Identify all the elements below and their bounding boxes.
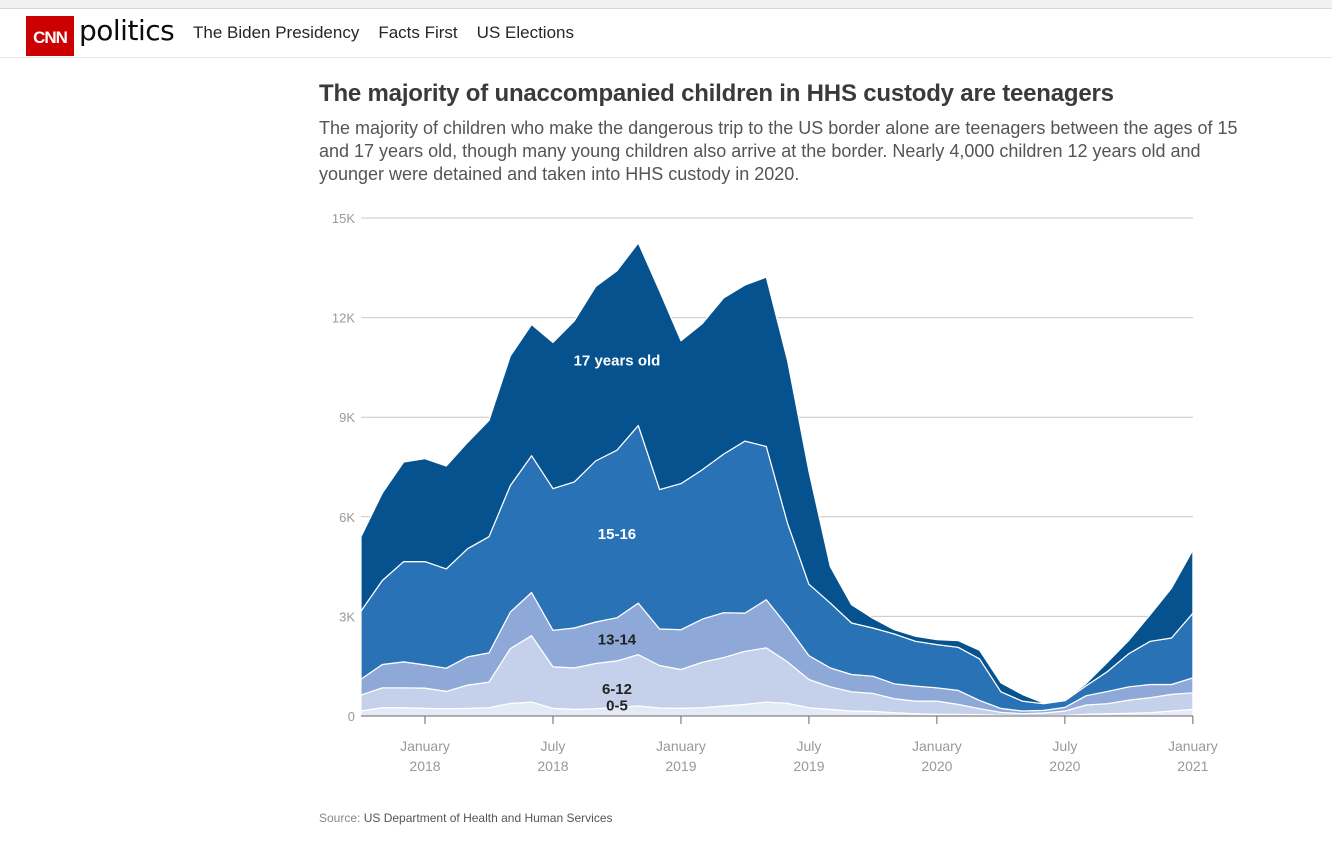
y-tick-label: 0 <box>348 709 355 724</box>
x-tick-label: January <box>656 738 706 754</box>
x-tick-label: 2021 <box>1177 758 1208 774</box>
chart-title: The majority of unaccompanied children i… <box>319 80 1114 107</box>
y-tick-label: 3K <box>339 609 355 624</box>
site-header: CNN politics The Biden Presidency Facts … <box>0 9 1332 58</box>
source-text: US Department of Health and Human Servic… <box>363 811 613 825</box>
series-label-0-5: 0-5 <box>606 697 628 714</box>
source-note: Source: US Department of Health and Huma… <box>319 811 613 825</box>
logo-text: CNN <box>33 28 68 47</box>
x-tick-label: January <box>912 738 962 754</box>
x-tick-label: 2018 <box>537 758 568 774</box>
series-label-6-12: 6-12 <box>602 681 632 698</box>
x-tick-label: 2019 <box>793 758 824 774</box>
y-tick-label: 15K <box>332 211 355 226</box>
source-label: Source: <box>319 811 361 825</box>
y-tick-label: 12K <box>332 311 355 326</box>
series-label-17-years-old: 17 years old <box>574 352 661 369</box>
x-tick-label: January <box>1168 738 1218 754</box>
nav-link-us-elections[interactable]: US Elections <box>476 23 574 42</box>
cnn-logo[interactable]: CNN <box>26 16 74 56</box>
nav-link-biden-presidency[interactable]: The Biden Presidency <box>193 23 360 42</box>
series-label-13-14: 13-14 <box>598 631 637 648</box>
x-tick-label: January <box>400 738 450 754</box>
section-title[interactable]: politics <box>79 14 175 47</box>
x-tick-label: July <box>1052 738 1077 754</box>
series-label-15-16: 15-16 <box>598 526 636 543</box>
main-nav: The Biden Presidency Facts First US Elec… <box>193 22 593 44</box>
y-tick-label: 9K <box>339 410 355 425</box>
y-tick-label: 6K <box>339 510 355 525</box>
nav-link-facts-first[interactable]: Facts First <box>378 23 458 42</box>
chart-subtitle: The majority of children who make the da… <box>319 118 1238 184</box>
x-tick-label: July <box>796 738 821 754</box>
x-tick-label: 2018 <box>409 758 440 774</box>
x-tick-label: 2019 <box>665 758 696 774</box>
x-tick-label: 2020 <box>1049 758 1080 774</box>
x-tick-label: 2020 <box>921 758 952 774</box>
browser-bookmarks-strip <box>0 0 1332 9</box>
x-tick-label: July <box>541 738 566 754</box>
area-series-17-years-old <box>360 242 1194 705</box>
